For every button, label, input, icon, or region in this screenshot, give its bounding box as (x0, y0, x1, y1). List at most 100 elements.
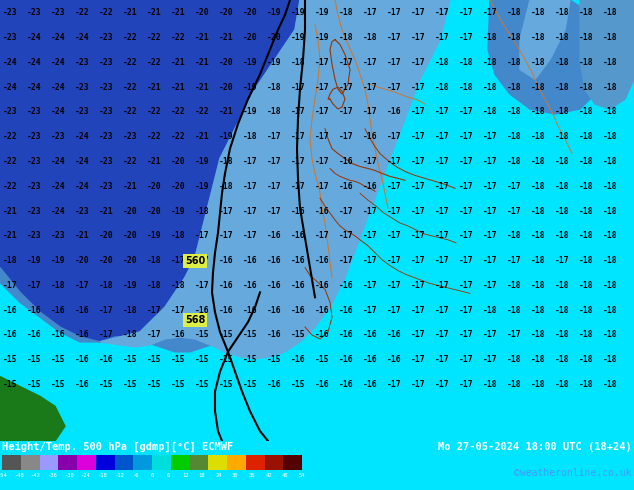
Text: -17: -17 (195, 231, 209, 241)
Text: -17: -17 (435, 281, 450, 290)
Text: -17: -17 (435, 231, 450, 241)
Text: -23: -23 (51, 132, 65, 141)
Text: -19: -19 (290, 8, 306, 17)
Text: -17: -17 (411, 8, 425, 17)
Text: -17: -17 (363, 8, 377, 17)
Text: -22: -22 (3, 132, 17, 141)
Text: -18: -18 (531, 231, 545, 241)
Text: -15: -15 (290, 330, 306, 340)
Text: -20: -20 (146, 207, 161, 216)
Text: -18: -18 (531, 58, 545, 67)
Text: -21: -21 (195, 58, 209, 67)
Text: -23: -23 (99, 107, 113, 117)
Text: -18: -18 (507, 33, 521, 42)
Text: 42: 42 (266, 472, 272, 478)
Text: -21: -21 (123, 182, 138, 191)
Text: -18: -18 (603, 8, 618, 17)
Text: -19: -19 (27, 256, 41, 265)
Text: -17: -17 (387, 83, 401, 92)
Text: -23: -23 (51, 231, 65, 241)
Text: -17: -17 (555, 256, 569, 265)
Text: -18: -18 (219, 182, 233, 191)
Text: -23: -23 (75, 58, 89, 67)
Text: -24: -24 (81, 472, 90, 478)
Text: -18: -18 (579, 231, 593, 241)
Text: -15: -15 (123, 355, 138, 364)
Text: -17: -17 (458, 132, 474, 141)
Text: -16: -16 (363, 355, 377, 364)
Text: -24: -24 (51, 58, 65, 67)
Text: -22: -22 (123, 107, 138, 117)
Text: -15: -15 (146, 380, 161, 389)
Text: -18: -18 (555, 281, 569, 290)
Text: -18: -18 (579, 83, 593, 92)
Text: -17: -17 (3, 281, 17, 290)
Text: -17: -17 (339, 83, 353, 92)
Text: -18: -18 (555, 83, 569, 92)
Text: -18: -18 (531, 207, 545, 216)
Text: -15: -15 (195, 380, 209, 389)
Text: -17: -17 (411, 355, 425, 364)
Text: -20: -20 (99, 256, 113, 265)
Text: -17: -17 (411, 157, 425, 166)
Text: -17: -17 (435, 107, 450, 117)
Text: -17: -17 (314, 132, 329, 141)
Text: -22: -22 (171, 132, 185, 141)
Text: -23: -23 (3, 8, 17, 17)
Text: -18: -18 (555, 306, 569, 315)
Text: -22: -22 (3, 182, 17, 191)
Text: -22: -22 (171, 107, 185, 117)
Text: -23: -23 (75, 207, 89, 216)
Text: -18: -18 (507, 231, 521, 241)
Text: 48: 48 (282, 472, 288, 478)
Text: -18: -18 (579, 58, 593, 67)
Text: -24: -24 (51, 33, 65, 42)
Text: -16: -16 (387, 330, 401, 340)
Text: -17: -17 (171, 306, 185, 315)
Text: -16: -16 (195, 306, 209, 315)
Text: -17: -17 (435, 182, 450, 191)
Text: -17: -17 (339, 132, 353, 141)
Text: -17: -17 (314, 107, 329, 117)
Text: -15: -15 (27, 355, 41, 364)
Text: -18: -18 (579, 330, 593, 340)
Text: ©weatheronline.co.uk: ©weatheronline.co.uk (515, 468, 632, 478)
Text: -17: -17 (458, 256, 474, 265)
Text: 560: 560 (185, 256, 205, 266)
Text: -18: -18 (531, 330, 545, 340)
Text: -16: -16 (339, 355, 353, 364)
Text: -16: -16 (219, 256, 233, 265)
Text: -17: -17 (482, 157, 497, 166)
Text: -23: -23 (99, 58, 113, 67)
Text: -18: -18 (555, 132, 569, 141)
Text: -23: -23 (27, 207, 41, 216)
Text: -17: -17 (458, 207, 474, 216)
Text: -20: -20 (171, 157, 185, 166)
Text: -16: -16 (339, 380, 353, 389)
Text: -54: -54 (0, 472, 7, 478)
Text: -18: -18 (339, 8, 353, 17)
Text: -16: -16 (314, 256, 329, 265)
Text: -18: -18 (555, 330, 569, 340)
Text: -12: -12 (113, 472, 124, 478)
Text: -23: -23 (99, 157, 113, 166)
Text: -18: -18 (482, 380, 497, 389)
Text: -17: -17 (458, 281, 474, 290)
Text: -23: -23 (27, 157, 41, 166)
Text: -17: -17 (435, 157, 450, 166)
Text: -21: -21 (146, 83, 161, 92)
Text: -16: -16 (75, 330, 89, 340)
Text: -17: -17 (387, 33, 401, 42)
Text: -18: -18 (458, 83, 474, 92)
Text: -17: -17 (267, 182, 281, 191)
Text: -19: -19 (267, 58, 281, 67)
Text: -17: -17 (482, 132, 497, 141)
Text: 6: 6 (167, 472, 171, 478)
Text: -17: -17 (411, 231, 425, 241)
Text: -22: -22 (171, 33, 185, 42)
Text: -17: -17 (387, 207, 401, 216)
Text: -17: -17 (482, 8, 497, 17)
Text: -20: -20 (75, 256, 89, 265)
Text: -15: -15 (3, 355, 17, 364)
Text: -16: -16 (267, 281, 281, 290)
